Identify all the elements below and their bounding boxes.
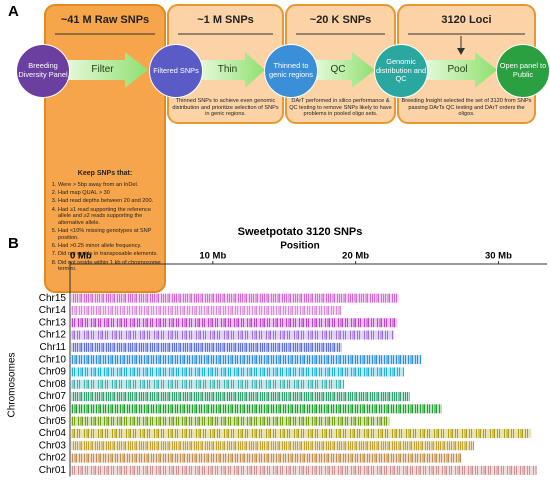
node: Filtered SNPs — [149, 44, 203, 98]
y-tick-label: Chr12 — [39, 330, 67, 341]
panel-label: A — [8, 3, 19, 20]
stage-description: Breeding Insight selected the set of 312… — [401, 98, 532, 118]
step-label: QC — [330, 64, 346, 75]
node: Genomic distribution and QC — [374, 44, 428, 98]
step-label: Filter — [91, 64, 114, 75]
y-tick-label: Chr01 — [39, 465, 67, 476]
bar — [71, 392, 410, 402]
bar — [71, 367, 405, 377]
y-tick-label: Chr09 — [39, 367, 67, 378]
y-tick-label: Chr02 — [39, 453, 67, 464]
stage-header: ~1 M SNPs — [197, 14, 254, 26]
bar — [71, 355, 422, 365]
arrowhead — [457, 48, 465, 55]
bar — [71, 305, 342, 315]
y-axis-label: Chromosomes — [7, 352, 18, 417]
stage-description: DArT performed in silico performance & Q… — [289, 98, 392, 118]
node: Open panel to Public — [496, 44, 550, 98]
chart-title: Sweetpotato 3120 SNPs — [238, 226, 363, 238]
criterion: Did not reside in transposable elements. — [58, 251, 162, 258]
y-tick-label: Chr10 — [39, 354, 67, 365]
bar — [71, 465, 538, 475]
y-tick-label: Chr08 — [39, 379, 67, 390]
bar — [71, 379, 345, 389]
criterion: Had >0.25 minor allele frequency. — [58, 243, 162, 250]
bar — [71, 342, 342, 352]
y-tick-label: Chr13 — [39, 317, 67, 328]
x-tick-label: 30 Mb — [485, 251, 512, 262]
criterion: Had map QUAL > 30 — [58, 190, 162, 197]
y-tick-label: Chr03 — [39, 440, 67, 451]
x-axis-label: Position — [280, 241, 319, 252]
bar — [71, 318, 398, 328]
step-label: Pool — [447, 64, 468, 75]
x-tick-label: 20 Mb — [342, 251, 369, 262]
criteria-title: Keep SNPs that: — [77, 170, 133, 177]
y-tick-label: Chr06 — [39, 403, 67, 414]
criterion: Had ≥1 read supporting the reference all… — [58, 207, 162, 227]
y-tick-label: Chr04 — [39, 428, 67, 439]
bar — [71, 453, 462, 463]
y-tick-label: Chr15 — [39, 293, 67, 304]
bar — [71, 330, 395, 340]
stage-header: ~41 M Raw SNPs — [60, 14, 150, 26]
node: Thinned to genic regions — [264, 44, 318, 98]
bar — [71, 404, 442, 414]
step-label: Thin — [217, 64, 238, 75]
y-tick-label: Chr05 — [39, 416, 67, 427]
stage-description: Thinned SNPs to achieve even genomic dis… — [172, 98, 279, 118]
node: Breeding Diversity Panel — [16, 44, 70, 98]
bar — [71, 441, 475, 451]
bar — [71, 428, 532, 438]
criterion: Were > 5bp away from an InDel. — [58, 182, 162, 189]
y-tick-label: Chr07 — [39, 391, 67, 402]
criterion: Had <10% missing genotypes at SNP positi… — [58, 228, 162, 241]
stage-header: 3120 Loci — [441, 14, 492, 26]
panel-label: B — [8, 235, 19, 252]
x-tick-label: 10 Mb — [199, 251, 226, 262]
criterion: Did not reside within 1 kb of chromosome… — [58, 260, 162, 273]
criterion: Had read depths between 20 and 200. — [58, 198, 162, 205]
y-tick-label: Chr14 — [39, 305, 67, 316]
step-arrows — [68, 52, 497, 88]
x-tick-label: 0 Mb — [70, 251, 92, 262]
stage-header: ~20 K SNPs — [309, 14, 372, 26]
y-tick-label: Chr11 — [40, 342, 67, 353]
bar — [71, 416, 390, 426]
criteria-list: Were > 5bp away from an InDel.Had map QU… — [48, 182, 162, 274]
bar — [71, 293, 399, 303]
